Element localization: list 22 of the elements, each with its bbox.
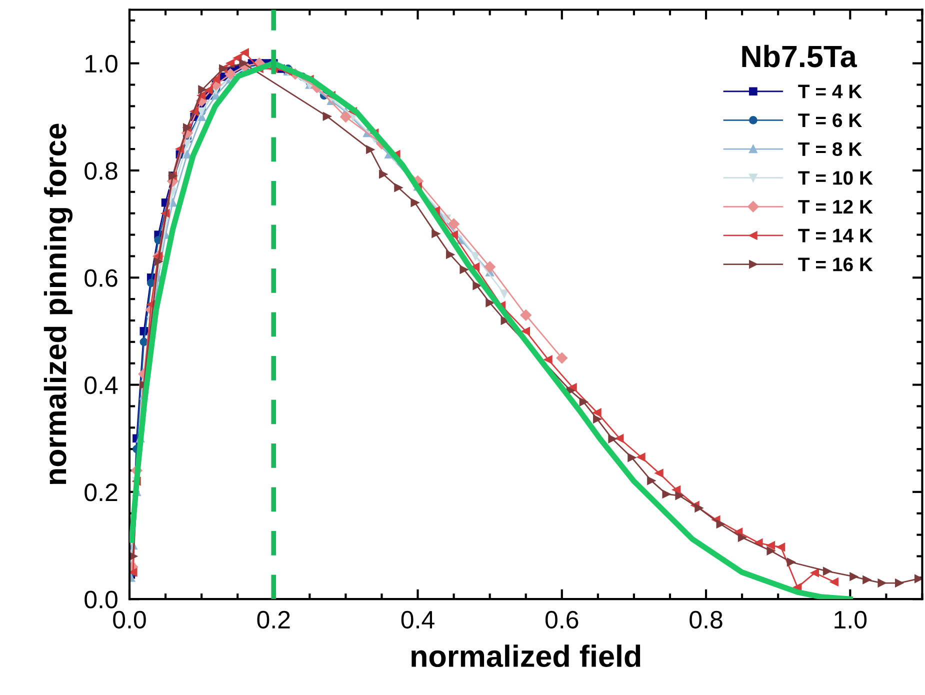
y-tick-label: 0.8: [84, 162, 118, 180]
legend-label: T = 10 K: [798, 171, 873, 185]
x-tick-label: 0.4: [401, 610, 434, 629]
legend-label: T = 14 K: [798, 228, 873, 242]
x-tick-label: 0.8: [690, 610, 722, 629]
legend-label: T = 4 K: [798, 84, 862, 98]
legend-label: T = 12 K: [798, 200, 873, 214]
legend-label: T = 16 K: [798, 258, 873, 272]
x-axis-title: normalized field: [412, 644, 640, 668]
legend-label: T = 8 K: [798, 142, 862, 156]
x-tick-label: 0.0: [113, 610, 146, 629]
x-tick-label: 0.2: [257, 610, 290, 629]
x-tick-label: 0.6: [545, 610, 578, 629]
y-axis-title: normalized pinning force: [44, 124, 73, 484]
y-tick-label: 0.6: [84, 269, 118, 287]
y-tick-label: 1.0: [86, 54, 118, 73]
y-tick-label: 0.2: [84, 484, 118, 502]
legend-title: Nb7.5Ta: [742, 44, 858, 68]
x-tick-label: 1.0: [834, 610, 867, 629]
legend-label: T = 6 K: [798, 113, 862, 128]
y-tick-label: 0.4: [84, 376, 118, 394]
y-tick-label: 0.0: [84, 590, 118, 608]
